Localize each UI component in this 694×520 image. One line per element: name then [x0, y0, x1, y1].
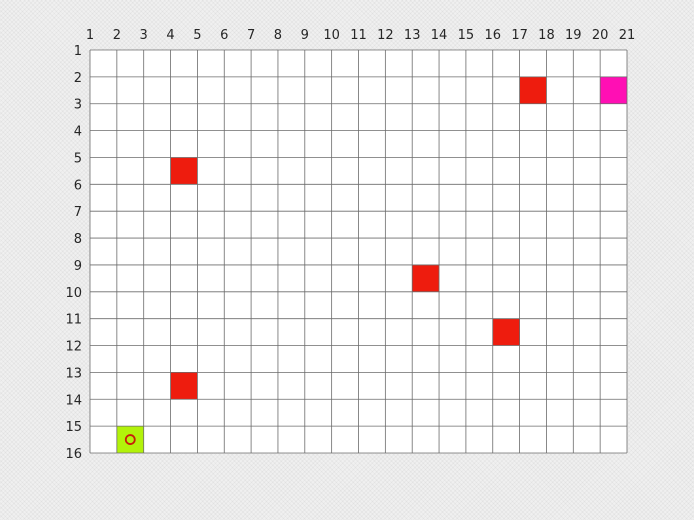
x-tick-label: 3 — [140, 28, 148, 43]
x-tick-label: 21 — [619, 28, 636, 43]
agent-layer — [124, 434, 136, 445]
goal-cell — [600, 76, 627, 104]
obstacle-cell — [170, 372, 198, 400]
x-tick-label: 9 — [301, 28, 309, 43]
obstacle-cell — [519, 76, 547, 104]
x-tick-label: 1 — [86, 28, 94, 43]
x-tick-label: 7 — [247, 28, 255, 43]
x-tick-label: 14 — [431, 28, 448, 43]
x-tick-label: 6 — [220, 28, 228, 43]
x-tick-label: 12 — [377, 28, 394, 43]
agent-marker — [124, 434, 136, 445]
x-tick-label: 11 — [350, 28, 367, 43]
x-tick-label: 2 — [113, 28, 121, 43]
x-tick-label: 4 — [166, 28, 174, 43]
x-tick-label: 15 — [458, 28, 475, 43]
x-tick-label: 18 — [538, 28, 555, 43]
obstacle-cell — [492, 318, 520, 346]
y-tick-label: 10 — [65, 286, 82, 301]
y-tick-label: 7 — [74, 205, 82, 220]
y-tick-label: 11 — [65, 313, 82, 328]
x-axis-tick-labels: 1 2 3 4 5 6 7 8 9 10 11 12 13 14 15 16 17 18 19 20 21 — [86, 28, 635, 43]
obstacle-cell — [170, 157, 198, 185]
y-tick-label: 3 — [74, 98, 82, 113]
y-tick-label: 5 — [74, 151, 82, 166]
y-tick-label: 2 — [74, 71, 82, 86]
x-tick-label: 16 — [484, 28, 501, 43]
y-tick-label: 16 — [65, 447, 82, 462]
start-cell — [116, 426, 144, 453]
x-tick-label: 20 — [592, 28, 609, 43]
x-tick-label: 5 — [193, 28, 201, 43]
cells-layer — [116, 76, 627, 453]
y-tick-label: 14 — [65, 393, 82, 408]
y-tick-label: 13 — [65, 366, 82, 381]
y-tick-label: 1 — [74, 44, 82, 59]
y-tick-label: 12 — [65, 340, 82, 355]
x-tick-label: 8 — [274, 28, 282, 43]
x-tick-label: 13 — [404, 28, 421, 43]
x-tick-label: 10 — [323, 28, 340, 43]
grid-lines — [89, 49, 628, 454]
x-tick-label: 17 — [511, 28, 528, 43]
obstacle-cell — [412, 264, 440, 292]
y-tick-label: 8 — [74, 232, 82, 247]
y-tick-label: 15 — [65, 420, 82, 435]
y-tick-label: 4 — [74, 125, 82, 140]
x-tick-label: 19 — [565, 28, 582, 43]
y-tick-label: 6 — [74, 178, 82, 193]
y-tick-label: 9 — [74, 259, 82, 274]
